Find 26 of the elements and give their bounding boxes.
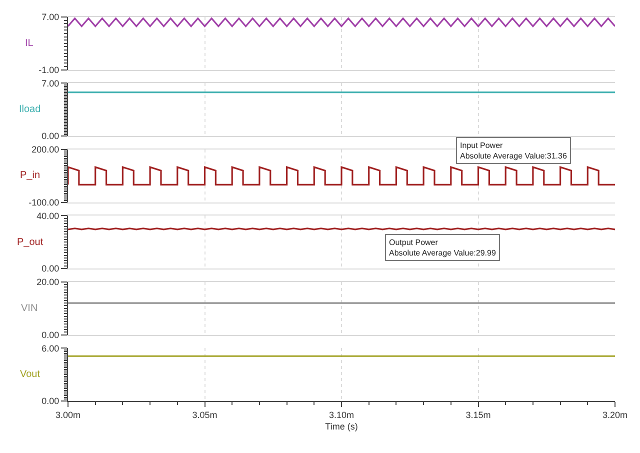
y-tick-label: 200.00 [32, 144, 60, 155]
y-tick-label: 6.00 [42, 343, 60, 354]
x-tick-label: 3.05m [192, 410, 218, 420]
y-axis-title: Iload [19, 104, 41, 115]
y-tick-label: 7.00 [42, 12, 60, 22]
y-tick-label: -1.00 [38, 64, 60, 75]
y-tick-label: 0.00 [42, 396, 60, 406]
y-axis-title: IL [25, 38, 34, 49]
y-tick-label: 0.00 [42, 330, 60, 340]
y-axis-title: Vout [20, 369, 40, 380]
annotation: Input Power Absolute Average Value:31.36 [460, 141, 568, 160]
x-tick-label: 3.00m [55, 410, 81, 420]
annotation: Output Power Absolute Average Value:29.99 [389, 238, 496, 258]
y-tick-label: -100.00 [28, 197, 60, 208]
y-tick-label: 7.00 [42, 78, 60, 88]
y-tick-label: 40.00 [36, 210, 60, 221]
y-tick-label: 0.00 [42, 131, 60, 142]
y-axis-title: VIN [21, 303, 38, 314]
x-tick-label: 3.20m [602, 410, 628, 420]
y-axis-title: P_out [17, 237, 44, 248]
x-tick-label: 3.10m [328, 410, 354, 420]
x-tick-label: 3.15m [466, 410, 491, 420]
y-tick-label: 0.00 [42, 264, 60, 274]
y-axis-title: P_in [20, 170, 40, 181]
x-axis-title: Time (s) [325, 422, 358, 432]
y-tick-label: 20.00 [36, 277, 60, 288]
